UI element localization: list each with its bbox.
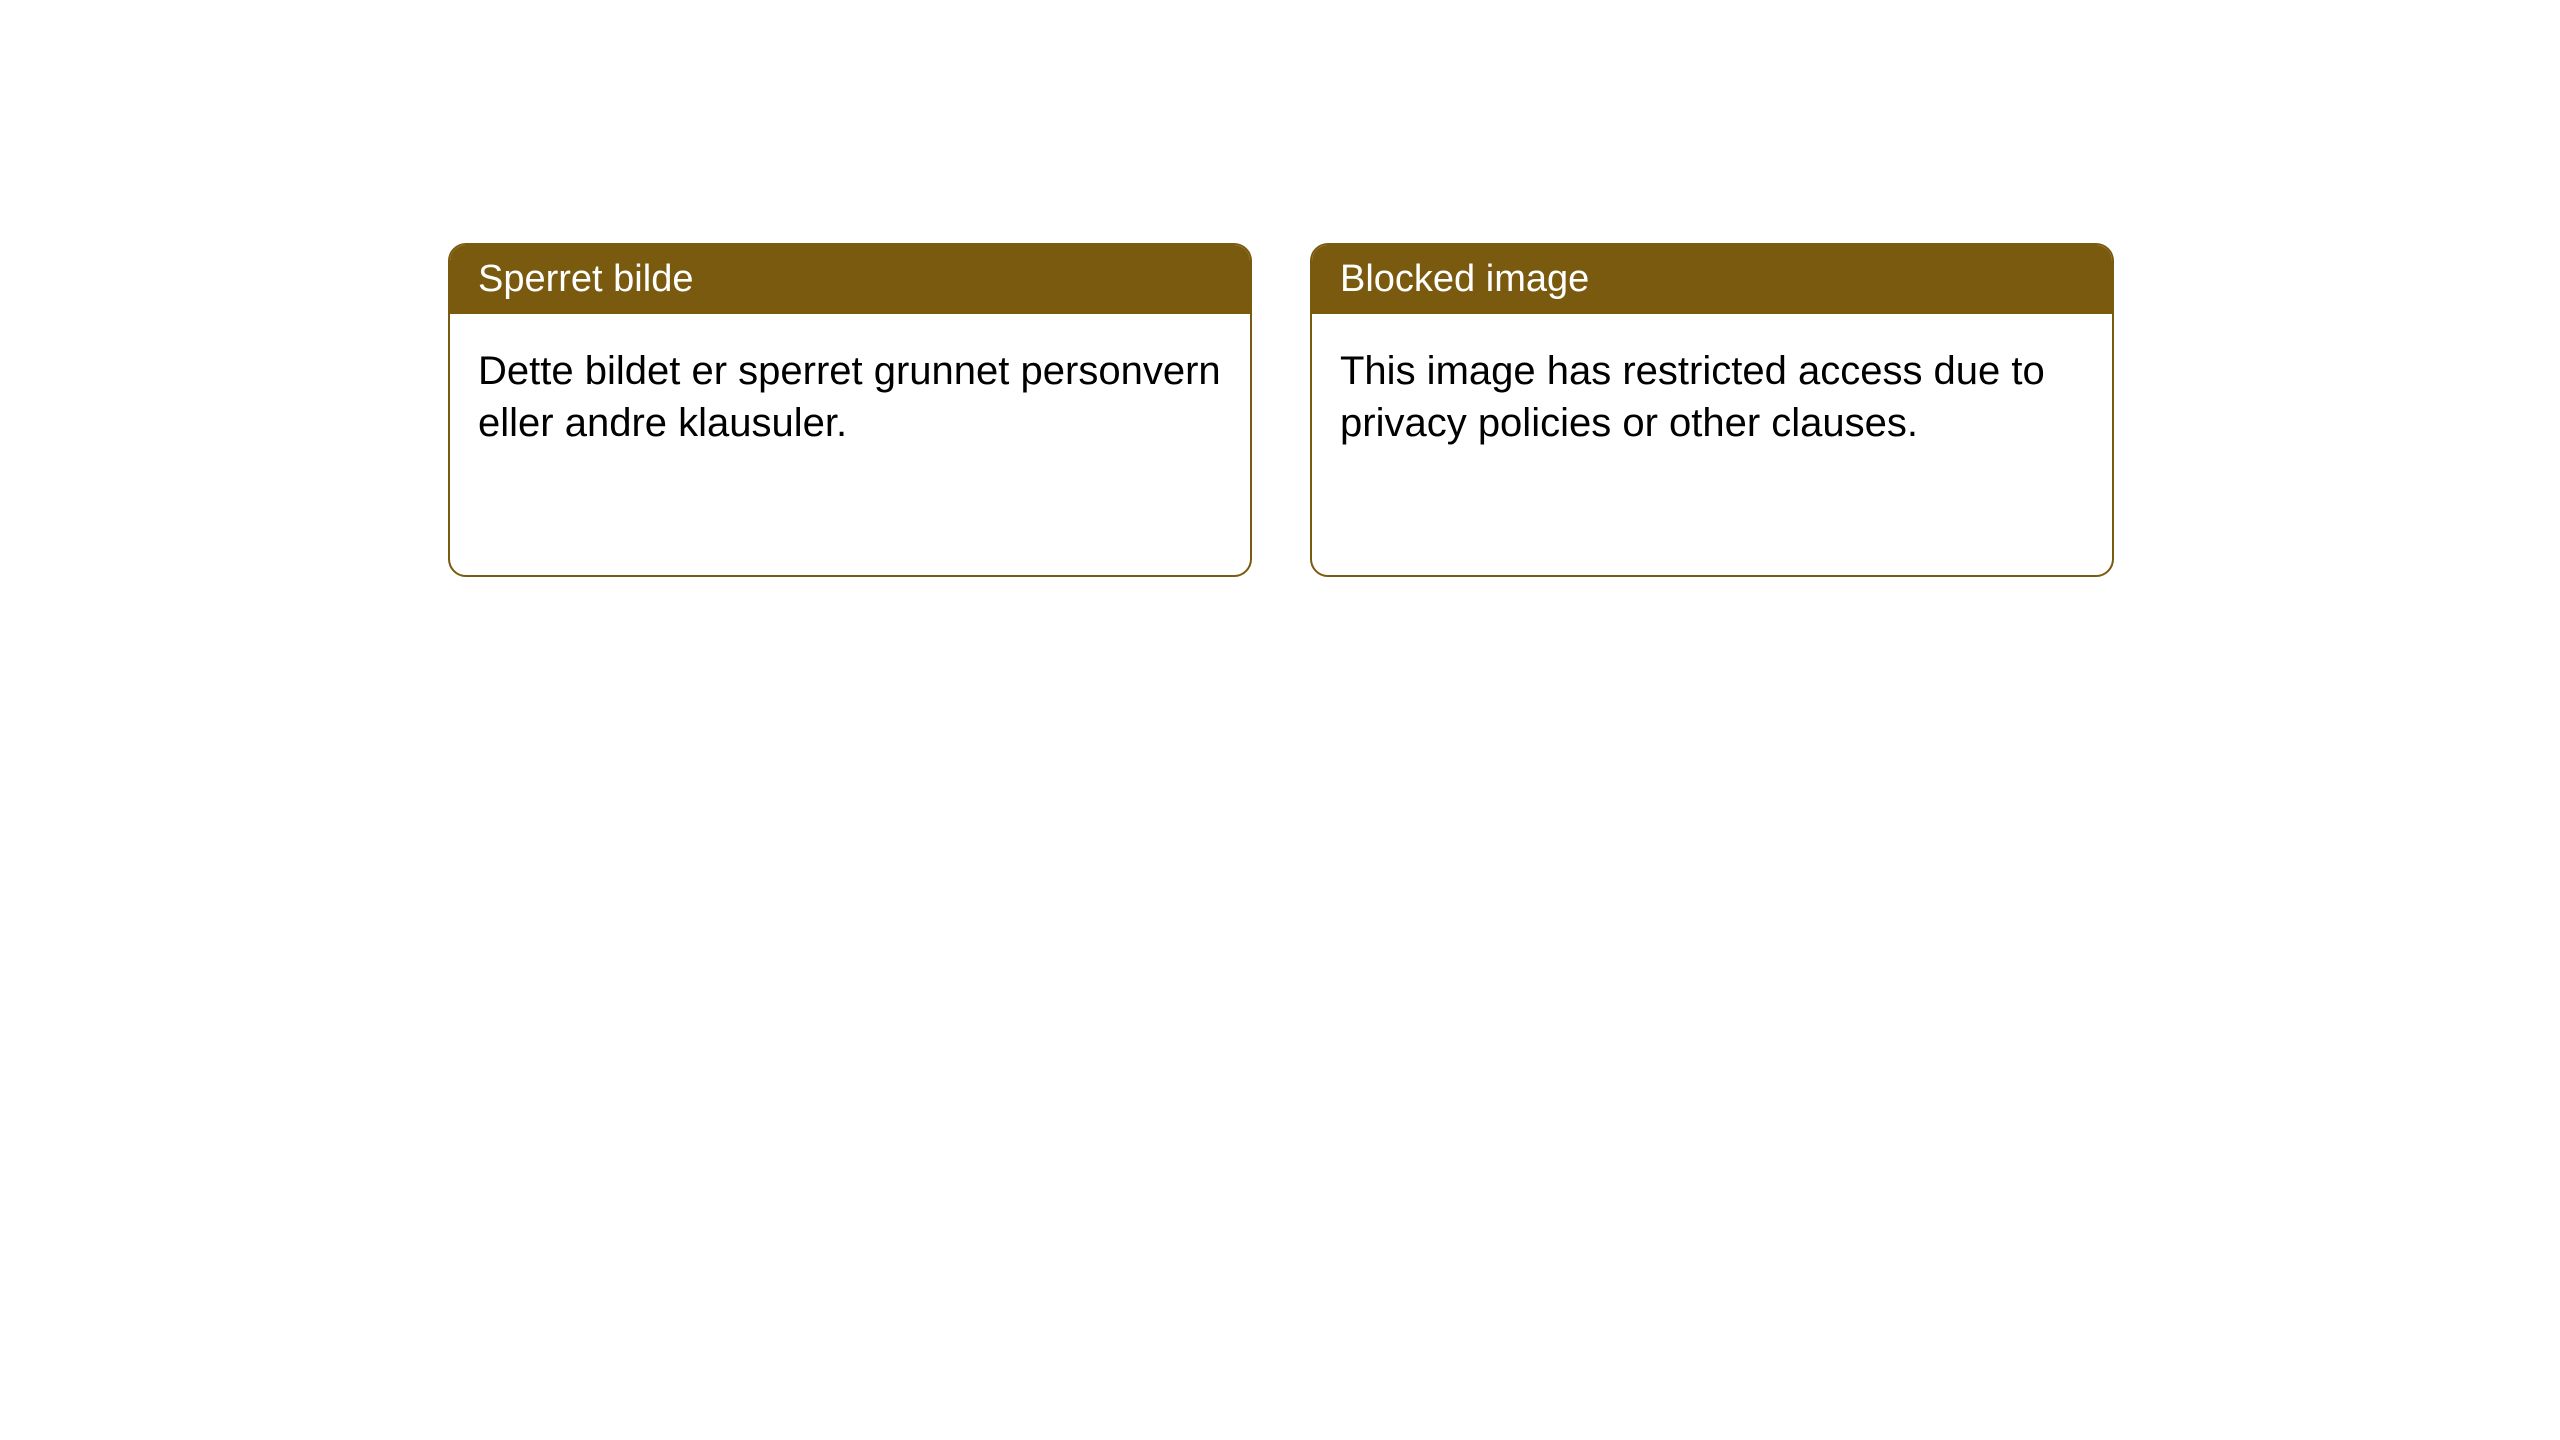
notice-body: This image has restricted access due to …: [1312, 314, 2112, 480]
notice-card-norwegian: Sperret bilde Dette bildet er sperret gr…: [448, 243, 1252, 577]
notice-body: Dette bildet er sperret grunnet personve…: [450, 314, 1250, 480]
notice-card-english: Blocked image This image has restricted …: [1310, 243, 2114, 577]
notice-title: Blocked image: [1340, 258, 1589, 300]
notice-header: Blocked image: [1312, 245, 2112, 314]
notice-message: Dette bildet er sperret grunnet personve…: [478, 349, 1221, 444]
notice-title: Sperret bilde: [478, 258, 693, 300]
notice-message: This image has restricted access due to …: [1340, 349, 2045, 444]
notice-header: Sperret bilde: [450, 245, 1250, 314]
notice-container: Sperret bilde Dette bildet er sperret gr…: [448, 243, 2114, 577]
